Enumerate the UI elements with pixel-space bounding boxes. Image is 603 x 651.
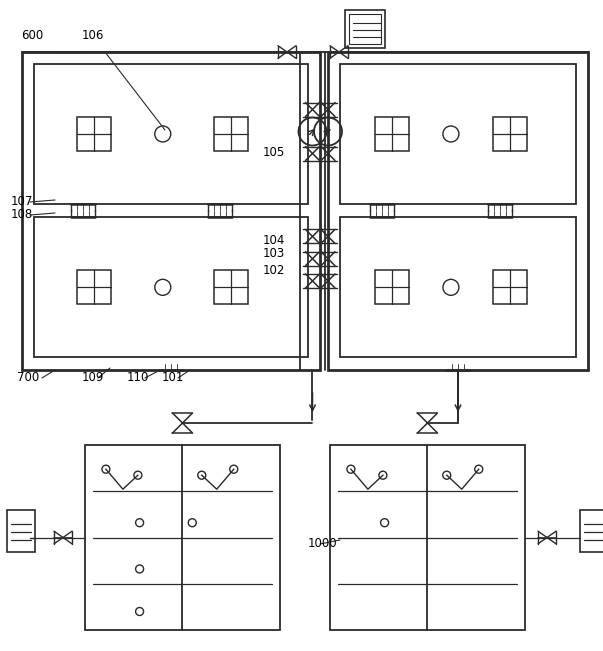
Text: 105: 105 — [262, 146, 285, 159]
Bar — [349, 14, 381, 44]
Bar — [214, 117, 248, 151]
Bar — [34, 64, 308, 204]
Bar — [7, 510, 35, 551]
Text: 600: 600 — [21, 29, 43, 42]
Bar — [340, 64, 576, 204]
Text: 109: 109 — [81, 371, 104, 384]
Text: 101: 101 — [162, 371, 184, 384]
Bar — [345, 10, 385, 48]
Bar — [580, 510, 603, 551]
Bar — [375, 117, 409, 151]
Bar — [328, 52, 588, 370]
Text: 700: 700 — [17, 371, 39, 384]
Bar — [493, 117, 527, 151]
Bar — [22, 52, 320, 370]
Bar — [340, 217, 576, 357]
Text: 106: 106 — [81, 29, 104, 42]
Bar — [77, 270, 112, 304]
Bar — [77, 117, 112, 151]
Text: 104: 104 — [262, 234, 285, 247]
Text: 108: 108 — [11, 208, 33, 221]
Bar — [330, 445, 525, 630]
Bar — [493, 270, 527, 304]
Text: 110: 110 — [127, 371, 149, 384]
Text: 103: 103 — [262, 247, 285, 260]
Text: 1000: 1000 — [308, 537, 337, 550]
Bar — [214, 270, 248, 304]
Bar — [375, 270, 409, 304]
Bar — [34, 217, 308, 357]
Text: 107: 107 — [11, 195, 33, 208]
Bar — [85, 445, 280, 630]
Text: 102: 102 — [262, 264, 285, 277]
